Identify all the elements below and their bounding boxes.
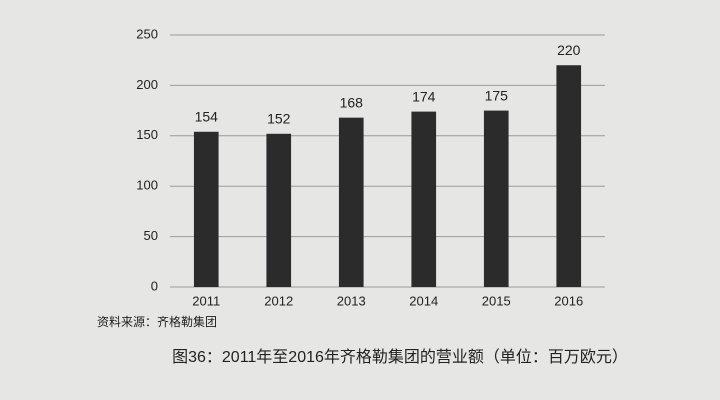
x-tick-label: 2014 (409, 293, 438, 308)
bar (193, 131, 219, 287)
x-tick-label: 2011 (192, 293, 220, 308)
bar (556, 65, 582, 288)
x-tick-label: 2012 (264, 293, 293, 308)
y-tick-label: 50 (144, 228, 158, 243)
value-label: 175 (485, 87, 509, 103)
x-tick-label: 2013 (337, 293, 366, 308)
y-tick-label: 150 (136, 127, 158, 142)
bar (411, 111, 437, 287)
value-label: 174 (412, 88, 436, 104)
x-tick-label: 2016 (554, 293, 583, 308)
y-tick-label: 200 (136, 77, 158, 92)
bar (338, 117, 364, 287)
x-tick-label: 2015 (482, 293, 511, 308)
value-label: 168 (340, 94, 364, 110)
y-tick-label: 250 (136, 26, 158, 41)
y-tick-label: 100 (136, 178, 158, 193)
value-label: 154 (195, 108, 219, 124)
value-label: 152 (267, 110, 291, 126)
y-tick-label: 0 (151, 278, 158, 293)
source-note: 资料来源：齐格勒集团 (97, 314, 217, 329)
bar (483, 110, 509, 287)
chart-caption: 图36：2011年至2016年齐格勒集团的营业额（单位：百万欧元） (172, 348, 628, 366)
bar (266, 133, 292, 287)
value-label: 220 (557, 42, 581, 58)
